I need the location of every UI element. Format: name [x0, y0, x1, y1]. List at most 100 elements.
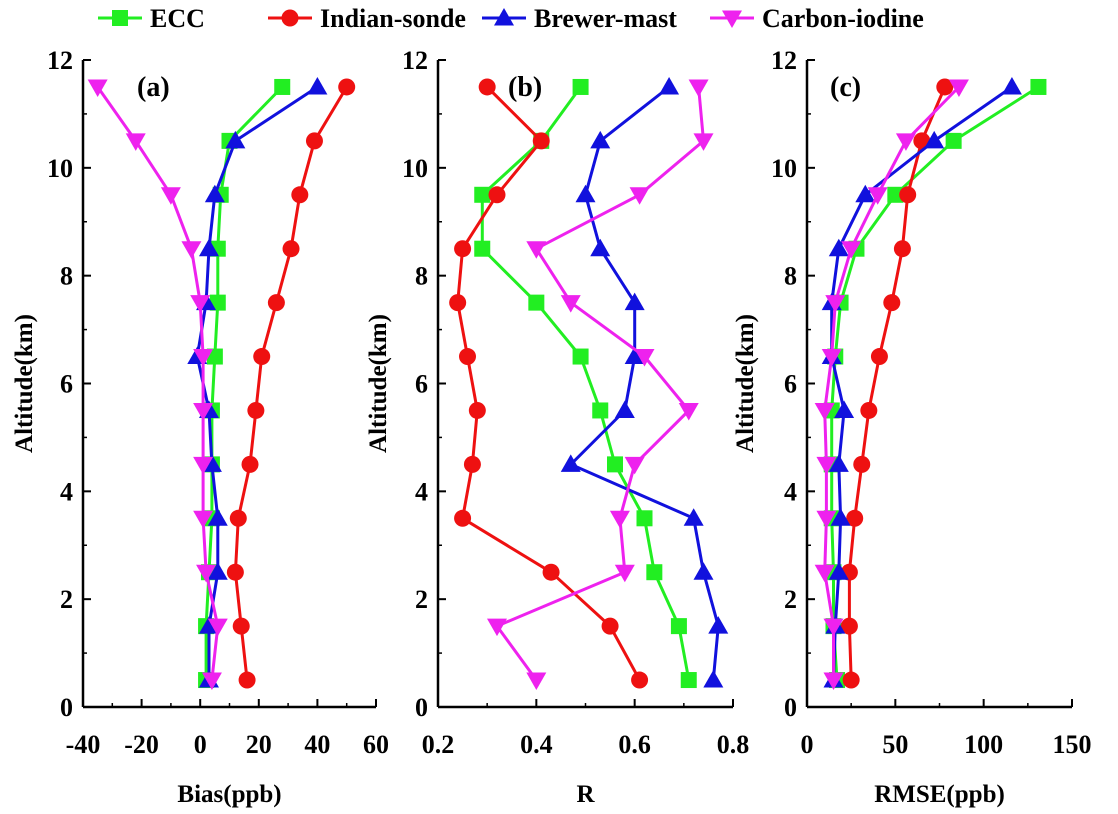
x-tick-label: 0.8	[717, 730, 750, 759]
data-point	[338, 78, 356, 96]
data-point	[659, 76, 680, 95]
data-point	[468, 401, 486, 419]
y-tick-label: 8	[60, 262, 73, 291]
data-point	[680, 672, 697, 689]
data-point	[532, 132, 550, 150]
data-point	[670, 618, 687, 635]
y-tick-label: 10	[47, 154, 73, 183]
data-point	[693, 562, 714, 580]
data-point	[560, 454, 581, 472]
x-axis-title: R	[576, 781, 595, 808]
series-line	[823, 85, 960, 680]
data-point	[307, 76, 328, 95]
panel-label: (c)	[830, 72, 861, 103]
legend-item-carbon-iodine: Carbon-iodine	[710, 4, 924, 33]
x-tick-label: 100	[964, 730, 1003, 759]
data-point	[870, 348, 888, 366]
data-point	[560, 295, 581, 313]
data-point	[193, 402, 214, 421]
data-point	[678, 402, 699, 421]
y-tick-label: 2	[784, 585, 797, 614]
legend-item-ecc: ECC	[98, 4, 205, 33]
series-indian-sonde	[449, 78, 649, 689]
data-point	[825, 295, 846, 313]
data-point	[646, 564, 663, 581]
data-point	[828, 454, 849, 472]
panel-b: 0 2 4 6 8 10 12 0.2 0.4 0.6 0.8 R Altitude(km) (b)	[365, 46, 749, 808]
data-point	[459, 348, 476, 366]
panel-label: (b)	[508, 72, 542, 103]
data-point	[601, 617, 619, 635]
data-point	[204, 184, 225, 203]
data-point	[828, 562, 849, 580]
y-tick-label: 8	[415, 262, 428, 291]
data-point	[609, 510, 630, 529]
data-point	[823, 618, 844, 637]
data-point	[814, 564, 835, 583]
data-point	[936, 78, 954, 96]
legend-label: Carbon-iodine	[762, 4, 924, 33]
y-tick-label: 6	[60, 370, 73, 399]
data-point	[703, 670, 724, 688]
series-line	[96, 86, 220, 681]
x-axis-title: Bias(ppb)	[177, 781, 281, 808]
data-point	[225, 130, 246, 149]
x-tick-label: 50	[882, 730, 908, 759]
data-point	[193, 349, 214, 367]
data-point	[883, 294, 901, 312]
data-point	[816, 456, 837, 475]
data-point	[708, 616, 729, 634]
data-point	[87, 79, 108, 97]
data-point	[488, 186, 506, 204]
x-tick-label: 0	[801, 730, 814, 759]
data-point	[828, 238, 849, 257]
data-point	[899, 186, 917, 204]
y-tick-label: 2	[415, 585, 428, 614]
x-tick-label: 60	[363, 730, 389, 759]
data-point	[253, 348, 271, 366]
x-tick-label: 150	[1053, 730, 1092, 759]
data-point	[478, 78, 496, 96]
data-point	[193, 510, 214, 529]
y-tick-label: 12	[402, 46, 428, 75]
x-tick-label: 20	[246, 730, 272, 759]
data-point	[683, 508, 704, 526]
data-point	[688, 79, 709, 97]
y-axis-title: Altitude(km)	[11, 314, 38, 453]
data-point	[846, 509, 864, 527]
data-point	[840, 617, 858, 635]
data-point	[282, 240, 300, 258]
series-line	[569, 85, 720, 681]
data-point	[193, 456, 214, 475]
data-point	[229, 509, 247, 527]
data-point	[693, 133, 714, 151]
data-point	[207, 618, 228, 637]
y-tick-label: 0	[784, 693, 797, 722]
x-axis-title: RMSE(ppb)	[874, 781, 1005, 808]
data-point	[614, 400, 635, 418]
data-point	[614, 564, 635, 583]
data-point	[1001, 76, 1022, 95]
series-line	[830, 85, 1040, 681]
y-axis-title: Altitude(km)	[365, 314, 392, 453]
data-point	[572, 78, 589, 95]
data-point	[867, 187, 888, 205]
series-line	[495, 86, 705, 681]
y-tick-label: 6	[784, 370, 797, 399]
series-carbon-iodine	[487, 79, 714, 691]
series-line	[847, 86, 947, 681]
data-point	[474, 240, 491, 257]
data-point	[201, 672, 222, 691]
legend-label: Brewer-mast	[534, 4, 677, 33]
data-point	[634, 349, 655, 367]
legend-item-indian-sonde: Indian-sonde	[268, 4, 466, 33]
data-point	[948, 79, 969, 97]
data-point	[842, 671, 860, 689]
data-point	[816, 510, 837, 529]
data-point	[528, 294, 545, 311]
data-point	[542, 563, 560, 581]
x-tick-label: -20	[124, 730, 159, 759]
data-point	[160, 187, 181, 205]
